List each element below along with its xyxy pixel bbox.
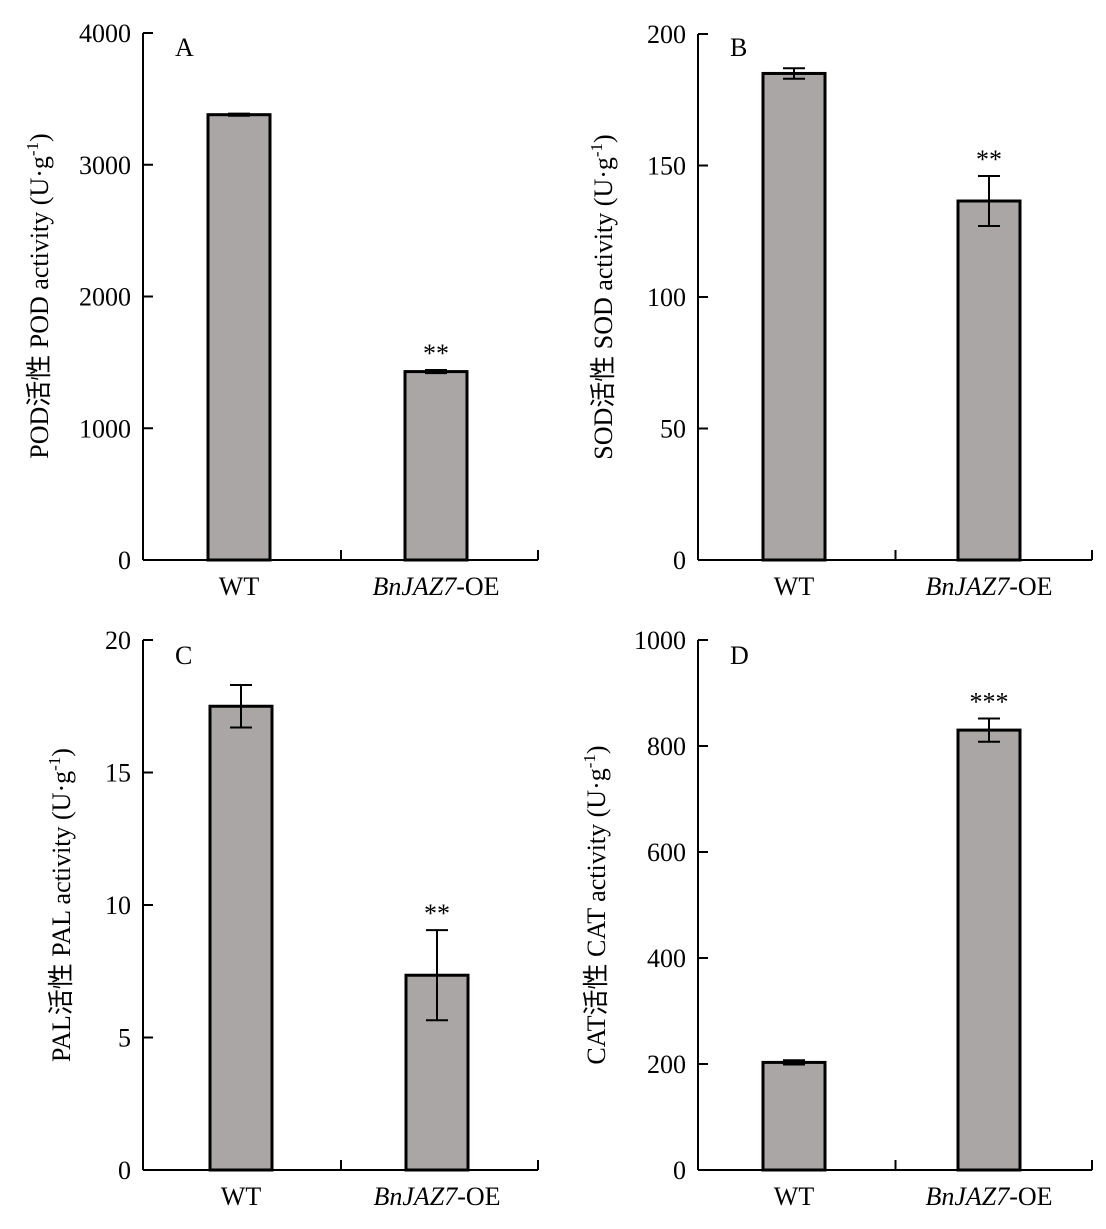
- x-category-label: WT: [219, 572, 260, 601]
- bar-wt: [761, 71, 827, 562]
- panel-label: A: [175, 33, 194, 62]
- y-axis-title: SOD活性 SOD activity (U·g-1): [587, 134, 618, 459]
- y-axis-title-superscript: -1: [45, 757, 64, 771]
- bar-wt: [206, 113, 272, 562]
- x-category-label: WT: [221, 1182, 262, 1211]
- y-tick-label: 15: [105, 759, 131, 788]
- category-gene-name: BnJAZ7: [373, 1182, 458, 1211]
- y-tick-label: 0: [673, 1156, 686, 1185]
- y-tick-label: 200: [647, 1050, 686, 1079]
- chart-panel-d: 0 200 400 600 800 1000 WT *** BnJAZ7-OE D CAT活性 CA…: [580, 626, 1093, 1211]
- category-gene-name: BnJAZ7: [925, 1182, 1010, 1211]
- y-tick-label: 0: [118, 546, 131, 575]
- y-axis-title-main: SOD活性 SOD activity (U·g: [589, 157, 618, 460]
- category-suffix: -OE: [456, 572, 499, 601]
- x-category-label: BnJAZ7-OE: [925, 1182, 1052, 1211]
- category-gene-name: BnJAZ7: [925, 572, 1010, 601]
- y-axis-title-main: CAT活性 CAT activity (U·g: [582, 768, 611, 1064]
- y-tick-label: 4000: [79, 19, 131, 48]
- bar-wt: [761, 1060, 827, 1172]
- y-tick-label: 800: [647, 732, 686, 761]
- panel-label: B: [730, 33, 747, 62]
- category-text: WT: [774, 1182, 815, 1211]
- y-axis-title: POD活性 POD activity (U·g-1): [23, 133, 54, 458]
- bar-bnjaz7-oe: [956, 199, 1022, 562]
- y-tick-label: 0: [673, 546, 686, 575]
- category-suffix: -OE: [457, 1182, 500, 1211]
- significance-label: **: [424, 899, 450, 928]
- significance-label: ***: [970, 687, 1009, 716]
- y-axis-title-main: PAL活性 PAL activity (U·g: [47, 771, 76, 1062]
- y-axis-title-main: POD活性 POD activity (U·g: [25, 156, 54, 459]
- panel-label: D: [730, 641, 749, 670]
- y-tick-label: 200: [647, 20, 686, 49]
- x-category-label: BnJAZ7-OE: [372, 572, 499, 601]
- y-axis-title-end: ): [582, 745, 611, 754]
- bar-wt: [208, 704, 274, 1172]
- panel-label: C: [175, 641, 192, 670]
- y-tick-label: 0: [118, 1156, 131, 1185]
- category-text: WT: [221, 1182, 262, 1211]
- y-axis-title: PAL活性 PAL activity (U·g-1): [45, 748, 76, 1062]
- y-tick-label: 1000: [634, 626, 686, 655]
- x-category-label: WT: [774, 1182, 815, 1211]
- y-axis-title-end: ): [25, 133, 54, 142]
- chart-panel-b: 0 50 100 150 200 WT ** BnJAZ7-OE B SOD活性 SOD acti…: [587, 20, 1093, 601]
- y-tick-label: 50: [660, 415, 686, 444]
- y-tick-label: 600: [647, 838, 686, 867]
- y-tick-label: 3000: [79, 151, 131, 180]
- y-tick-label: 150: [647, 152, 686, 181]
- category-text: WT: [774, 572, 815, 601]
- y-axis-title-end: ): [47, 748, 76, 757]
- y-axis-title: CAT活性 CAT activity (U·g-1): [580, 745, 611, 1064]
- y-tick-label: 2000: [79, 283, 131, 312]
- category-text: WT: [219, 572, 260, 601]
- y-tick-label: 1000: [79, 414, 131, 443]
- y-axis-title-superscript: -1: [587, 143, 606, 157]
- x-category-label: BnJAZ7-OE: [925, 572, 1052, 601]
- bar-bnjaz7-oe: [403, 370, 469, 562]
- significance-label: **: [976, 145, 1002, 174]
- x-category-label: WT: [774, 572, 815, 601]
- chart-panel-a: 0 1000 2000 3000 4000 WT ** BnJAZ7-OE A POD活性 POD…: [23, 19, 539, 601]
- chart-panel-c: 0 5 10 15 20 WT ** BnJAZ7-OE C PAL活性 PAL activity…: [45, 626, 539, 1211]
- significance-label: **: [423, 339, 449, 368]
- bar-bnjaz7-oe: [956, 728, 1022, 1172]
- x-category-label: BnJAZ7-OE: [373, 1182, 500, 1211]
- category-gene-name: BnJAZ7: [372, 572, 457, 601]
- y-axis-title-end: ): [589, 134, 618, 143]
- category-suffix: -OE: [1009, 1182, 1052, 1211]
- y-tick-label: 10: [105, 891, 131, 920]
- category-suffix: -OE: [1009, 572, 1052, 601]
- y-axis-title-superscript: -1: [23, 142, 42, 156]
- y-axis-title-superscript: -1: [580, 754, 599, 768]
- y-tick-label: 5: [118, 1024, 131, 1053]
- y-tick-label: 400: [647, 944, 686, 973]
- y-tick-label: 20: [105, 626, 131, 655]
- y-tick-label: 100: [647, 283, 686, 312]
